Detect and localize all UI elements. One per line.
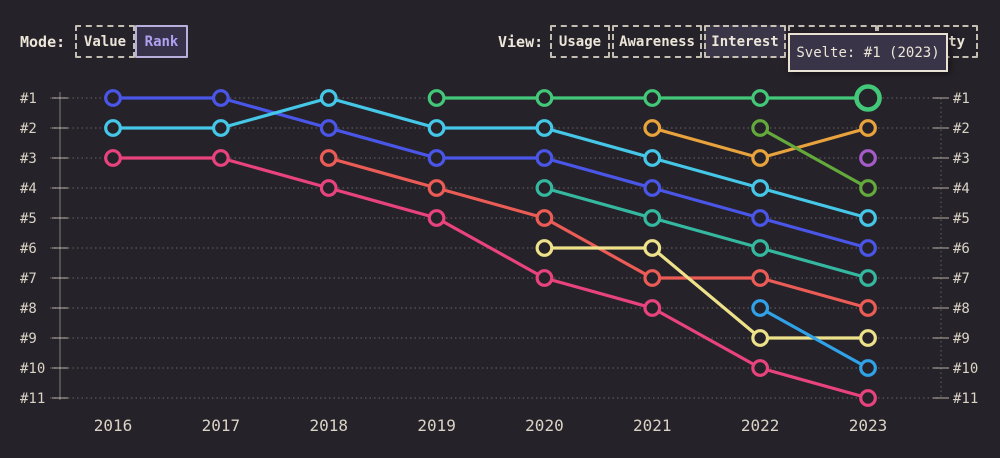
series-line-series-teal xyxy=(542,186,870,280)
data-point-series-orange[interactable] xyxy=(643,119,662,137)
data-point-series-red[interactable] xyxy=(535,209,554,227)
data-point-series-indigo[interactable] xyxy=(319,119,338,137)
rank-label-left: #1 xyxy=(20,91,37,107)
data-point-series-red[interactable] xyxy=(751,269,770,287)
mode-rank-button[interactable]: Rank xyxy=(135,25,188,58)
rank-label-right: #7 xyxy=(953,271,970,287)
data-point-series-skyblue[interactable] xyxy=(859,359,877,377)
view-usage-button[interactable]: Usage xyxy=(550,25,610,58)
rank-label-right: #9 xyxy=(953,331,970,347)
data-point-series-pink[interactable] xyxy=(751,359,770,377)
rank-label-right: #8 xyxy=(953,301,970,317)
series-line-series-pink xyxy=(111,156,870,400)
data-point-series-teal[interactable] xyxy=(751,239,770,257)
rank-label-left: #5 xyxy=(20,211,37,227)
data-point-series-indigo[interactable] xyxy=(211,89,230,107)
data-point-Svelte[interactable] xyxy=(535,89,554,107)
view-interest-button[interactable]: Interest xyxy=(704,25,786,58)
data-point-series-cyan[interactable] xyxy=(427,119,446,137)
data-point-series-teal[interactable] xyxy=(859,269,877,287)
series-line-series-olive xyxy=(758,126,870,190)
rank-label-left: #7 xyxy=(20,271,37,287)
data-point-series-pink[interactable] xyxy=(643,299,662,317)
series-line-series-red xyxy=(327,156,870,310)
series-line-series-skyblue xyxy=(758,306,870,370)
year-label: 2016 xyxy=(94,416,133,435)
year-label: 2023 xyxy=(849,416,888,435)
data-point-series-pink[interactable] xyxy=(427,209,446,227)
data-point-series-indigo[interactable] xyxy=(751,209,770,227)
data-point-series-red[interactable] xyxy=(643,269,662,287)
data-point-series-cyan[interactable] xyxy=(859,209,877,227)
rank-label-right: #3 xyxy=(953,151,970,167)
data-point-series-pink[interactable] xyxy=(104,149,122,167)
rank-label-right: #1 xyxy=(953,91,970,107)
data-point-series-pink[interactable] xyxy=(211,149,230,167)
year-label: 2021 xyxy=(633,416,672,435)
data-point-series-olive[interactable] xyxy=(859,179,877,197)
year-label: 2020 xyxy=(525,416,564,435)
series-line-series-indigo xyxy=(111,96,870,250)
data-point-series-purple[interactable] xyxy=(859,149,877,167)
tooltip: Svelte: #1 (2023) xyxy=(788,33,948,72)
data-point-series-orange[interactable] xyxy=(751,149,770,167)
rank-label-left: #6 xyxy=(20,241,37,257)
data-point-Svelte[interactable] xyxy=(643,89,662,107)
data-point-series-indigo[interactable] xyxy=(104,89,122,107)
rank-label-left: #11 xyxy=(20,391,45,407)
series-line-series-cyan xyxy=(111,96,870,220)
year-label: 2019 xyxy=(417,416,456,435)
data-point-series-cyan[interactable] xyxy=(104,119,122,137)
data-point-series-cyan[interactable] xyxy=(751,179,770,197)
rank-label-left: #4 xyxy=(20,181,37,197)
data-point-series-yellow[interactable] xyxy=(859,329,877,347)
rank-label-right: #11 xyxy=(953,391,978,407)
rank-label-left: #10 xyxy=(20,361,45,377)
mode-label: Mode: xyxy=(20,33,66,51)
data-point-series-cyan[interactable] xyxy=(319,89,338,107)
rank-label-right: #4 xyxy=(953,181,970,197)
data-point-series-indigo[interactable] xyxy=(427,149,446,167)
data-point-series-yellow[interactable] xyxy=(643,239,662,257)
rank-label-right: #2 xyxy=(953,121,970,137)
rank-label-right: #5 xyxy=(953,211,970,227)
data-point-series-pink[interactable] xyxy=(859,389,877,407)
data-point-series-cyan[interactable] xyxy=(643,149,662,167)
data-point-series-teal[interactable] xyxy=(535,179,554,197)
data-point-series-indigo[interactable] xyxy=(535,149,554,167)
rank-label-left: #9 xyxy=(20,331,37,347)
year-label: 2017 xyxy=(202,416,241,435)
data-point-series-red[interactable] xyxy=(859,299,877,317)
rank-label-left: #8 xyxy=(20,301,37,317)
data-point-series-yellow[interactable] xyxy=(751,329,770,347)
rank-label-right: #10 xyxy=(953,361,978,377)
data-point-series-pink[interactable] xyxy=(535,269,554,287)
year-label: 2022 xyxy=(741,416,780,435)
year-label: 2018 xyxy=(309,416,348,435)
data-point-series-indigo[interactable] xyxy=(859,239,877,257)
data-point-series-cyan[interactable] xyxy=(535,119,554,137)
data-point-series-cyan[interactable] xyxy=(211,119,230,137)
view-awareness-button[interactable]: Awareness xyxy=(612,25,702,58)
data-point-series-teal[interactable] xyxy=(643,209,662,227)
rank-label-left: #3 xyxy=(20,151,37,167)
data-point-series-olive[interactable] xyxy=(751,119,770,137)
data-point-Svelte[interactable] xyxy=(427,89,446,107)
rank-label-left: #2 xyxy=(20,121,37,137)
view-label: View: xyxy=(498,33,544,51)
data-point-series-skyblue[interactable] xyxy=(751,299,770,317)
data-point-Svelte[interactable] xyxy=(854,84,882,112)
data-point-series-orange[interactable] xyxy=(859,119,877,137)
mode-value-button[interactable]: Value xyxy=(75,25,135,58)
data-point-series-indigo[interactable] xyxy=(643,179,662,197)
data-point-series-red[interactable] xyxy=(427,179,446,197)
data-point-series-pink[interactable] xyxy=(319,179,338,197)
tooltip-text: Svelte: #1 (2023) xyxy=(796,44,940,61)
rank-label-right: #6 xyxy=(953,241,970,257)
data-point-Svelte[interactable] xyxy=(751,89,770,107)
data-point-series-yellow[interactable] xyxy=(535,239,554,257)
data-point-series-red[interactable] xyxy=(319,149,338,167)
